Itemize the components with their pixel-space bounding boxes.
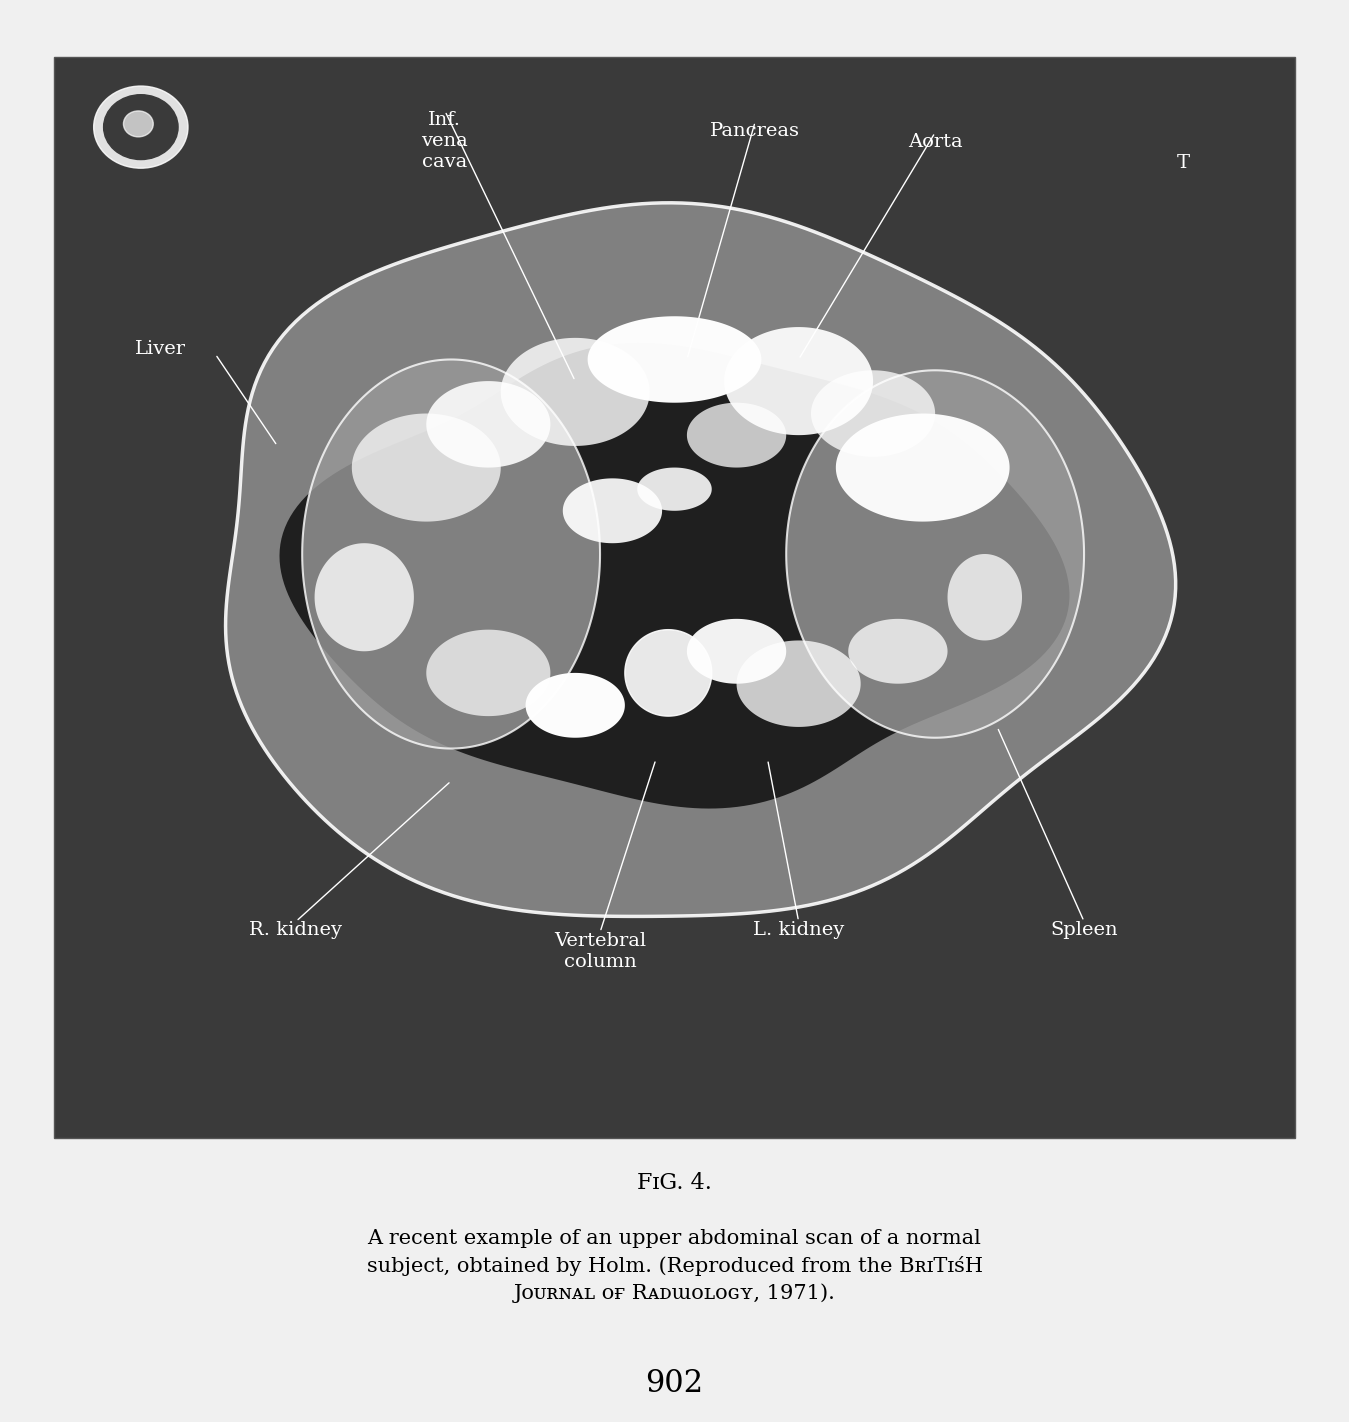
Polygon shape bbox=[687, 402, 786, 468]
Text: Aorta: Aorta bbox=[908, 132, 962, 151]
Polygon shape bbox=[352, 414, 500, 522]
Polygon shape bbox=[526, 673, 625, 738]
Polygon shape bbox=[737, 640, 861, 727]
Polygon shape bbox=[500, 338, 650, 447]
Polygon shape bbox=[625, 630, 712, 717]
Text: T: T bbox=[1176, 154, 1190, 172]
Polygon shape bbox=[279, 343, 1070, 809]
Text: R. kidney: R. kidney bbox=[250, 921, 343, 940]
Polygon shape bbox=[849, 619, 947, 684]
Circle shape bbox=[93, 87, 188, 168]
Text: Inf.
vena
cava: Inf. vena cava bbox=[421, 111, 468, 171]
Polygon shape bbox=[302, 360, 600, 748]
Circle shape bbox=[124, 111, 154, 137]
Text: A recent example of an upper abdominal scan of a normal
subject, obtained by Hol: A recent example of an upper abdominal s… bbox=[367, 1229, 982, 1303]
Text: L. kidney: L. kidney bbox=[753, 921, 844, 940]
Polygon shape bbox=[225, 203, 1176, 916]
Polygon shape bbox=[637, 468, 712, 510]
Polygon shape bbox=[314, 543, 414, 651]
Polygon shape bbox=[687, 619, 786, 684]
Text: 902: 902 bbox=[645, 1368, 704, 1399]
Polygon shape bbox=[786, 370, 1085, 738]
Polygon shape bbox=[947, 555, 1023, 640]
Text: Liver: Liver bbox=[135, 340, 186, 358]
Polygon shape bbox=[588, 316, 761, 402]
Text: Pancreas: Pancreas bbox=[710, 122, 800, 139]
Polygon shape bbox=[426, 381, 550, 468]
Polygon shape bbox=[811, 370, 935, 456]
Circle shape bbox=[104, 95, 178, 159]
Text: Vertebral
column: Vertebral column bbox=[554, 933, 646, 971]
Text: FɪG. 4.: FɪG. 4. bbox=[637, 1172, 712, 1193]
Polygon shape bbox=[426, 630, 550, 717]
Polygon shape bbox=[724, 327, 873, 435]
Text: Spleen: Spleen bbox=[1051, 921, 1118, 940]
Polygon shape bbox=[836, 414, 1009, 522]
Polygon shape bbox=[563, 478, 662, 543]
